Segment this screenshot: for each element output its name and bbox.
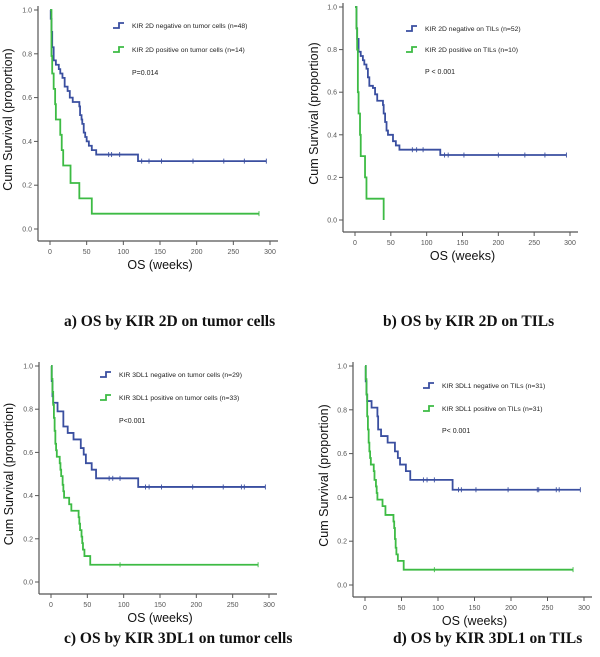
- y-tick-label: 0.6: [337, 451, 347, 458]
- legend-swatch-negative: [423, 382, 434, 389]
- x-tick-label: 300: [578, 605, 590, 612]
- legend-label: KIR 3DL1 negative on tumor cells (n=29): [119, 372, 242, 379]
- legend-swatch-negative: [113, 22, 124, 29]
- survival-curve-positive: [50, 9, 259, 215]
- p-value-label: P < 0.001: [425, 69, 455, 76]
- y-tick-label: 0.8: [327, 47, 337, 54]
- y-tick-label: 0.0: [23, 580, 33, 587]
- x-tick-label: 200: [505, 605, 517, 612]
- survival-curve-positive: [355, 6, 385, 220]
- x-tick-label: 0: [353, 240, 357, 247]
- x-tick-label: 300: [564, 240, 576, 247]
- p-value-label: P=0.014: [132, 70, 158, 77]
- y-tick-label: 0.8: [22, 51, 32, 58]
- x-tick-label: 150: [457, 240, 469, 247]
- y-tick-label: 0.4: [23, 493, 33, 500]
- y-tick-label: 0.8: [23, 407, 33, 414]
- y-tick-label: 0.4: [327, 132, 337, 139]
- y-tick-label: 0.6: [23, 450, 33, 457]
- caption-a: a) OS by KIR 2D on tumor cells: [64, 313, 276, 330]
- x-tick-label: 250: [227, 602, 239, 609]
- legend-swatch-negative: [100, 371, 111, 378]
- legend-label: KIR 3DL1 positive on TILs (n=31): [442, 406, 543, 413]
- x-tick-label: 150: [469, 605, 481, 612]
- y-tick-label: 0.2: [22, 183, 32, 190]
- y-tick-label: 0.0: [327, 218, 337, 225]
- y-axis-label: Cum Survival (proportion): [1, 48, 15, 190]
- survival-curve-positive: [364, 365, 574, 571]
- x-tick-label: 250: [542, 605, 554, 612]
- x-axis-label: OS (weeks): [442, 614, 507, 628]
- x-tick-label: 100: [421, 240, 433, 247]
- y-tick-label: 1.0: [337, 364, 347, 371]
- x-tick-label: 200: [190, 602, 202, 609]
- x-tick-label: 250: [227, 249, 239, 256]
- legend-label: KIR 2D positive on tumor cells (n=14): [132, 47, 245, 54]
- x-tick-label: 100: [118, 602, 130, 609]
- y-axis-label: Cum Survival (proportion): [317, 404, 331, 546]
- y-tick-label: 0.2: [337, 539, 347, 546]
- x-tick-label: 0: [49, 602, 53, 609]
- x-tick-label: 250: [528, 240, 540, 247]
- legend-label: KIR 2D negative on TILs (n=52): [425, 26, 521, 33]
- legend-label: KIR 2D negative on tumor cells (n=48): [132, 23, 247, 30]
- y-axis-label: Cum Survival (proportion): [2, 403, 16, 545]
- legend-label: KIR 3DL1 negative on TILs (n=31): [442, 383, 545, 390]
- x-tick-label: 300: [263, 602, 275, 609]
- legend-swatch-positive: [100, 394, 111, 401]
- p-value-label: P<0.001: [119, 418, 145, 425]
- x-tick-label: 50: [83, 602, 91, 609]
- x-tick-label: 50: [398, 605, 406, 612]
- x-tick-label: 200: [492, 240, 504, 247]
- legend-swatch-positive: [113, 46, 124, 53]
- y-tick-label: 1.0: [23, 364, 33, 371]
- x-tick-label: 100: [432, 605, 444, 612]
- x-tick-label: 0: [363, 605, 367, 612]
- survival-curve-negative: [355, 6, 567, 156]
- legend-swatch-positive: [423, 405, 434, 412]
- y-tick-label: 0.4: [337, 495, 347, 502]
- y-tick-label: 1.0: [22, 8, 32, 15]
- y-tick-label: 0.6: [327, 90, 337, 97]
- legend-label: KIR 2D positive on TILs (n=10): [425, 47, 518, 54]
- y-tick-label: 0.6: [22, 95, 32, 102]
- x-axis-label: OS (weeks): [430, 249, 495, 263]
- y-tick-label: 0.2: [327, 175, 337, 182]
- x-tick-label: 150: [154, 249, 166, 256]
- y-tick-label: 1.0: [327, 5, 337, 12]
- x-tick-label: 200: [191, 249, 203, 256]
- caption-b: b) OS by KIR 2D on TILs: [383, 313, 555, 330]
- x-axis-label: OS (weeks): [127, 611, 192, 625]
- x-tick-label: 50: [83, 249, 91, 256]
- y-tick-label: 0.0: [22, 227, 32, 234]
- x-tick-label: 150: [154, 602, 166, 609]
- x-tick-label: 100: [117, 249, 129, 256]
- y-tick-label: 0.8: [337, 407, 347, 414]
- x-tick-label: 300: [264, 249, 276, 256]
- x-tick-label: 0: [48, 249, 52, 256]
- legend-label: KIR 3DL1 positive on tumor cells (n=33): [119, 395, 239, 402]
- y-tick-label: 0.4: [22, 139, 32, 146]
- caption-c: c) OS by KIR 3DL1 on tumor cells: [64, 630, 293, 647]
- legend-swatch-negative: [406, 25, 417, 32]
- caption-d: d) OS by KIR 3DL1 on TILs: [393, 630, 583, 647]
- y-axis-label: Cum Survival (proportion): [307, 42, 321, 184]
- legend-swatch-positive: [406, 46, 417, 53]
- survival-curve-negative: [49, 9, 267, 163]
- p-value-label: P< 0.001: [442, 428, 470, 435]
- y-tick-label: 0.2: [23, 536, 33, 543]
- y-tick-label: 0.0: [337, 583, 347, 590]
- survival-curve-positive: [50, 365, 259, 566]
- x-tick-label: 50: [387, 240, 395, 247]
- x-axis-label: OS (weeks): [127, 258, 192, 272]
